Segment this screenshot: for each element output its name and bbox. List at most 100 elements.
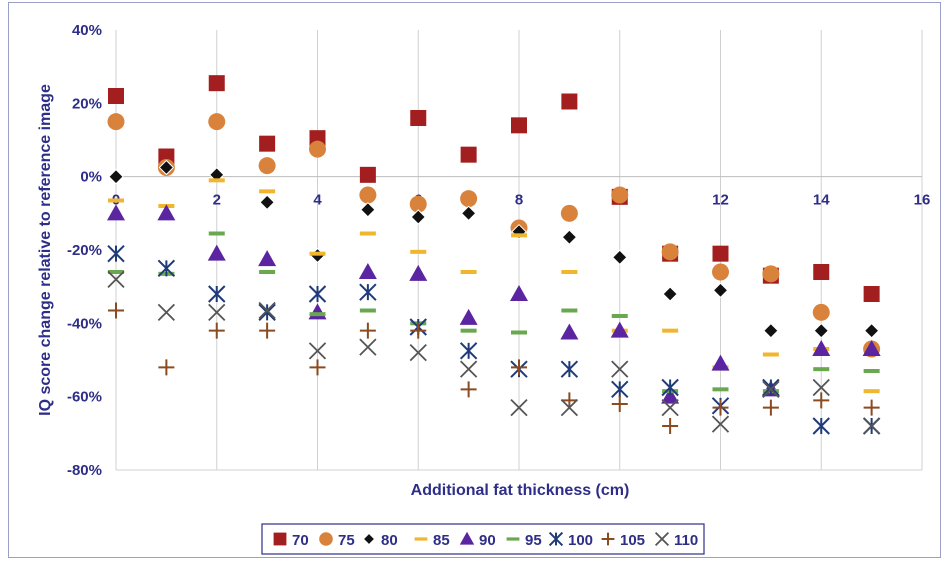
data-point	[258, 250, 277, 267]
data-point	[258, 303, 276, 322]
data-point	[762, 399, 779, 416]
data-point	[561, 93, 578, 110]
data-point	[309, 140, 326, 158]
data-point	[762, 380, 780, 398]
data-point	[712, 263, 729, 281]
legend-marker-85	[414, 537, 428, 541]
y-tick-label: 20%	[72, 95, 102, 112]
data-point	[712, 387, 729, 392]
data-point	[712, 282, 729, 299]
data-point	[662, 328, 679, 333]
data-point	[611, 360, 629, 378]
data-point	[611, 396, 628, 412]
grid-lines	[115, 30, 923, 471]
data-point	[511, 223, 527, 240]
data-point	[107, 204, 125, 221]
legend-marker-100	[548, 531, 564, 547]
data-point	[863, 399, 880, 416]
data-point	[762, 265, 780, 283]
data-point	[560, 399, 579, 417]
data-point	[863, 389, 880, 394]
data-point	[158, 159, 175, 176]
data-point	[359, 338, 377, 356]
y-tick-label: -20%	[67, 242, 102, 259]
data-point	[511, 330, 527, 335]
data-markers	[107, 75, 881, 435]
data-point	[107, 244, 125, 263]
data-point	[309, 359, 326, 376]
data-point	[208, 285, 226, 303]
series-95	[108, 231, 880, 394]
data-point	[359, 283, 377, 301]
data-point	[812, 378, 830, 397]
x-tick-label: 2	[213, 192, 221, 209]
x-axis: 0246810121416	[112, 176, 930, 209]
x-tick-label: 12	[712, 192, 729, 209]
data-point	[510, 399, 528, 417]
data-point	[157, 259, 176, 278]
data-point	[812, 417, 830, 435]
y-tick-label: -40%	[67, 315, 102, 332]
data-point	[259, 270, 276, 274]
series-90	[107, 204, 881, 404]
data-point	[511, 233, 527, 238]
data-point	[108, 88, 124, 104]
data-point	[610, 321, 629, 338]
series-80	[108, 159, 880, 339]
data-point	[359, 231, 376, 236]
data-point	[108, 302, 124, 319]
y-axis: 40% 20% 0% -20% -40% -60% -80%	[67, 22, 102, 479]
data-point	[762, 352, 779, 357]
legend-label-80: 80	[381, 532, 398, 549]
legend-label-105: 105	[620, 532, 645, 549]
data-point	[460, 190, 478, 208]
data-point	[560, 360, 579, 378]
data-point	[308, 285, 327, 303]
legend-marker-90	[459, 531, 475, 545]
x-tick-label: 4	[313, 192, 322, 209]
data-point	[661, 378, 679, 397]
legend-label-110: 110	[674, 532, 698, 549]
data-point	[208, 113, 226, 131]
data-point	[409, 264, 428, 281]
data-point	[460, 146, 477, 163]
data-point	[258, 157, 276, 175]
data-point	[561, 308, 578, 313]
data-point	[410, 209, 426, 225]
legend-marker-75	[319, 532, 333, 546]
data-point	[813, 264, 830, 280]
data-point	[763, 322, 779, 339]
x-tick-label: 14	[813, 192, 830, 209]
data-point	[358, 263, 377, 279]
legend-marker-110	[654, 531, 670, 547]
chart-frame	[8, 2, 941, 558]
data-point	[863, 322, 880, 339]
data-point	[309, 251, 326, 256]
data-point	[511, 117, 527, 134]
data-point	[611, 314, 628, 318]
data-point	[661, 243, 679, 261]
legend-marker-105	[601, 532, 615, 546]
data-point	[712, 399, 729, 416]
data-point	[208, 178, 225, 183]
data-point	[108, 270, 124, 274]
data-point	[812, 303, 830, 321]
data-point	[813, 322, 829, 339]
data-point	[359, 308, 376, 313]
data-point	[611, 380, 629, 399]
data-point	[359, 166, 376, 183]
data-point	[208, 75, 225, 92]
legend-label-85: 85	[433, 532, 450, 549]
legend-marker-95	[506, 537, 520, 541]
data-point	[157, 303, 176, 321]
data-point	[812, 340, 831, 356]
data-point	[459, 342, 478, 360]
data-point	[409, 344, 427, 362]
data-point	[207, 244, 226, 261]
data-point	[863, 286, 880, 302]
data-point	[459, 308, 478, 325]
data-point	[561, 270, 578, 274]
data-point	[662, 418, 679, 434]
y-axis-title: IQ score change relative to reference im…	[37, 84, 54, 416]
